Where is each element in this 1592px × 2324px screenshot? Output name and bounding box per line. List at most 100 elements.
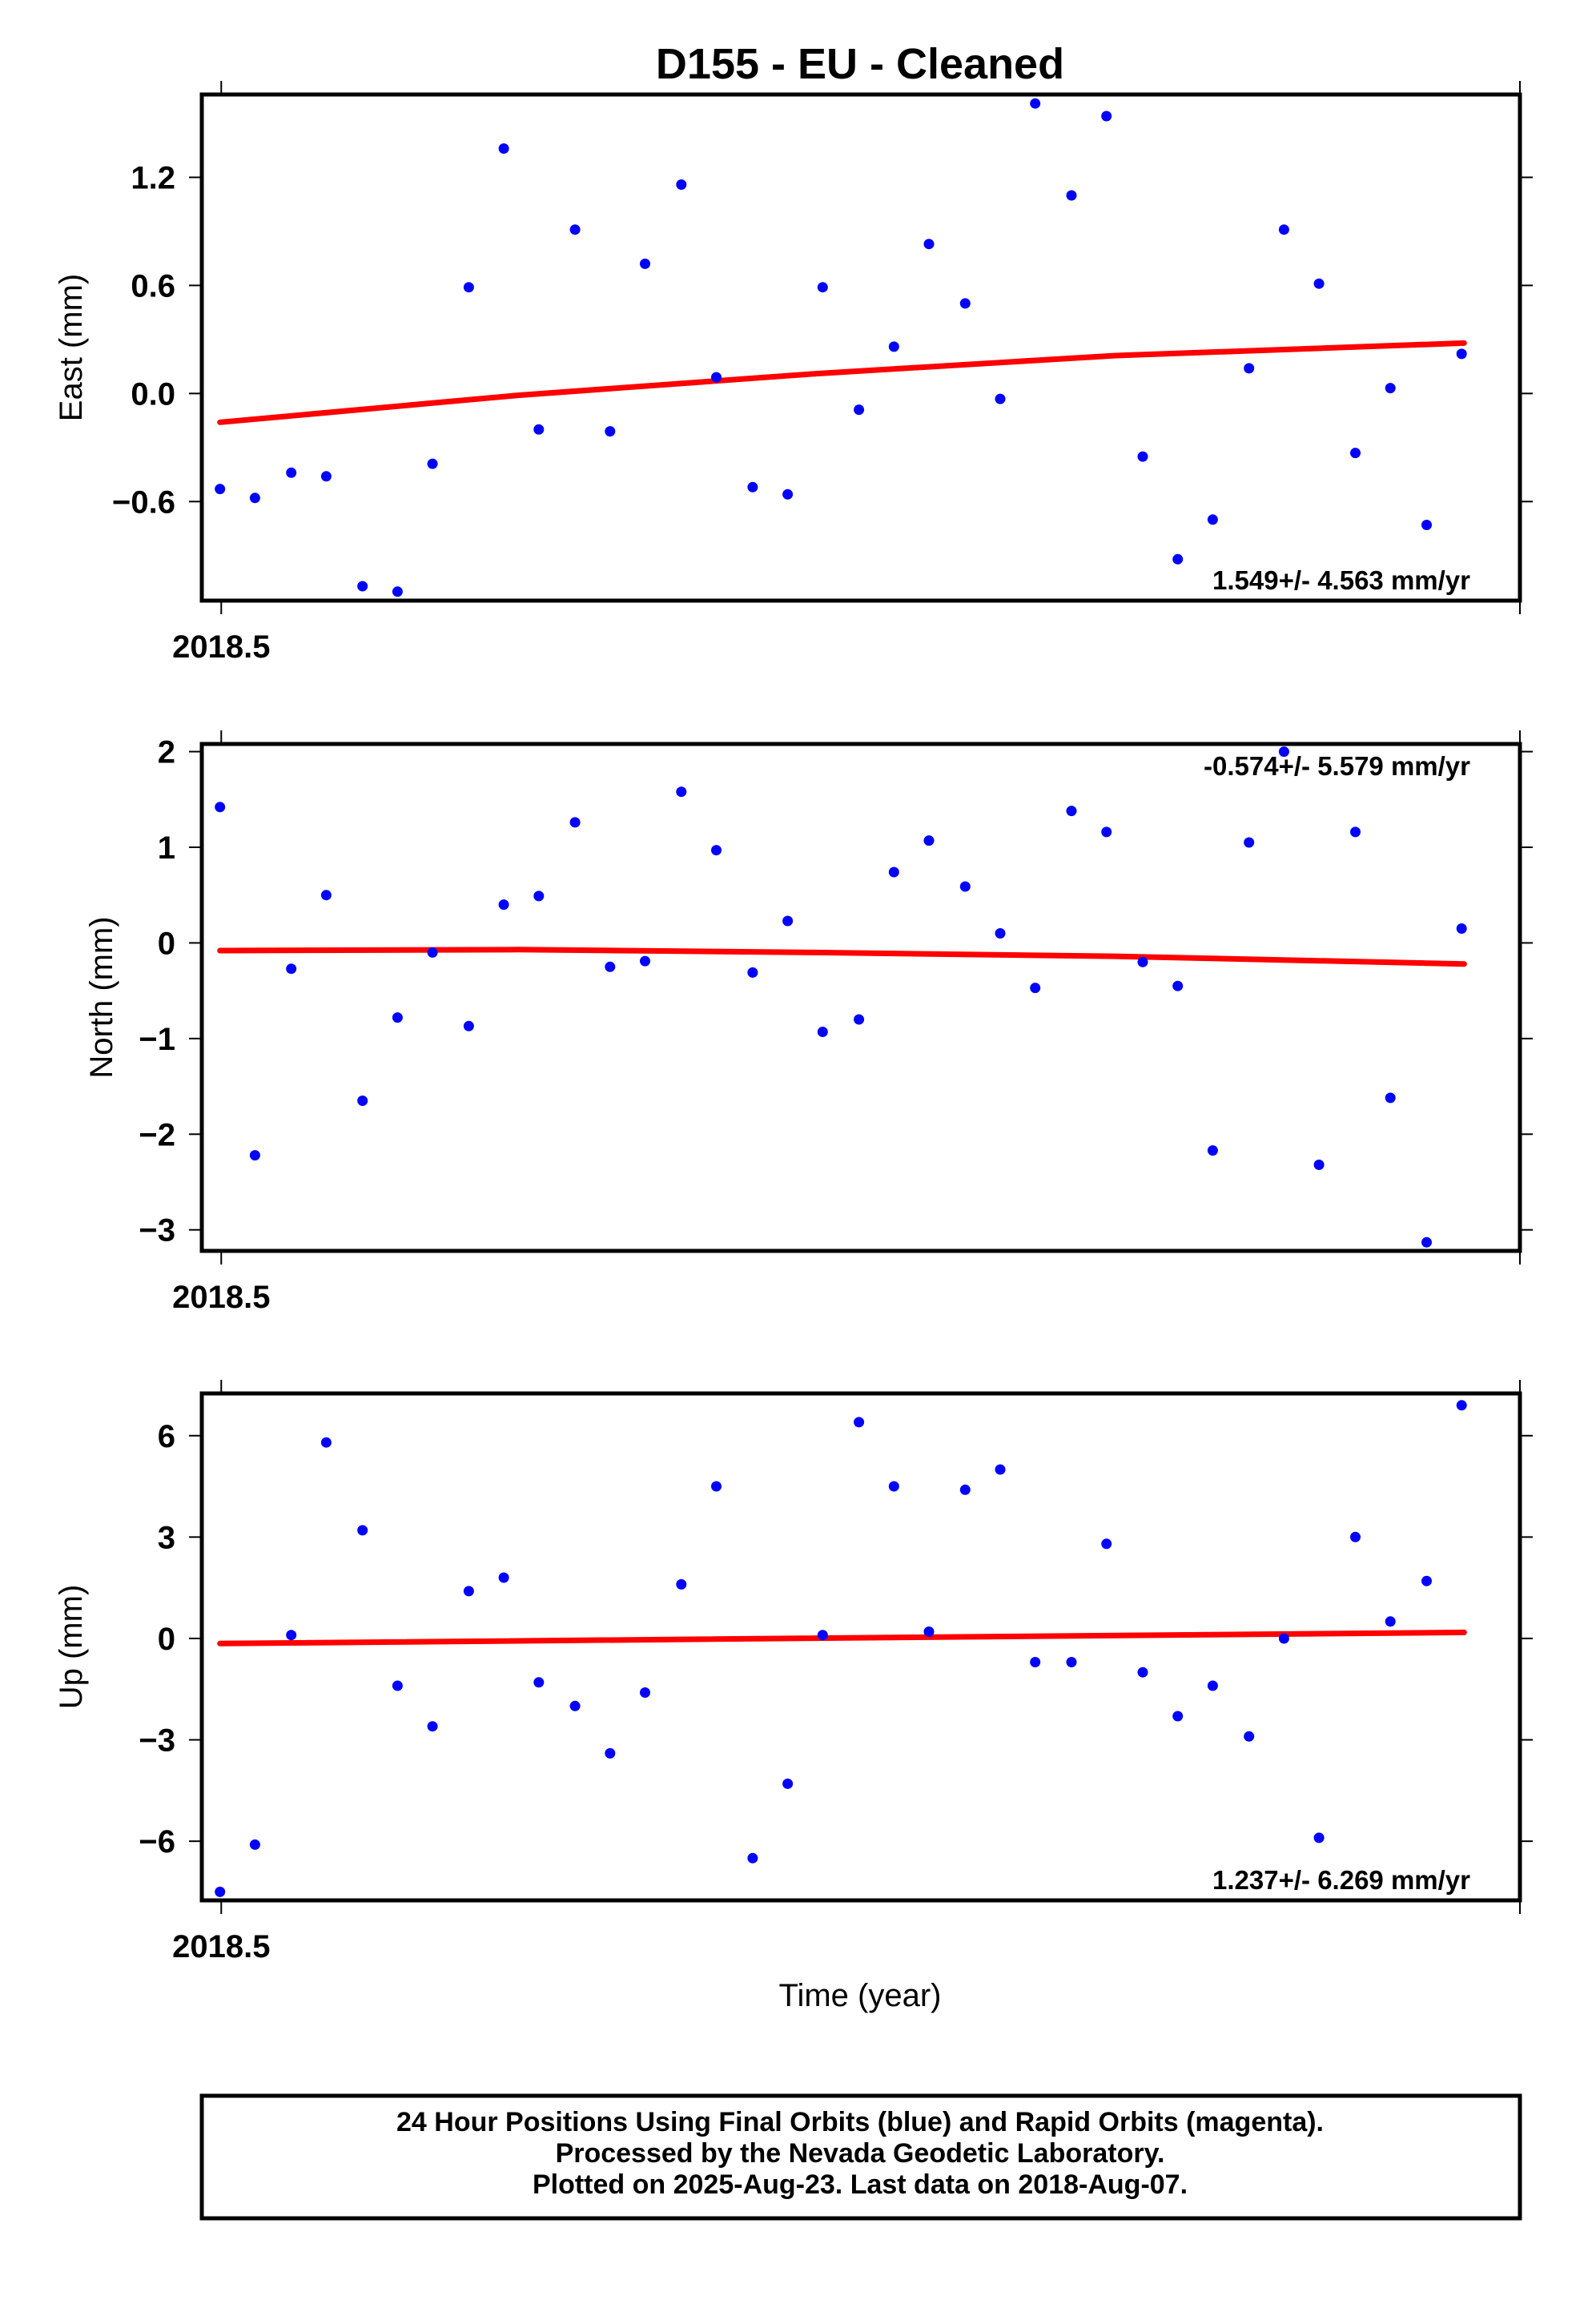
- trend-line: [217, 947, 1467, 967]
- data-point: [498, 899, 509, 911]
- data-point: [357, 581, 368, 592]
- data-point: [427, 1721, 438, 1732]
- data-point: [711, 372, 722, 383]
- plot-frame: [199, 742, 1522, 1253]
- data-point: [1101, 111, 1112, 122]
- data-point: [1172, 553, 1184, 565]
- trend-line: [217, 340, 1467, 425]
- data-point: [427, 947, 438, 958]
- data-point: [249, 493, 260, 504]
- data-point: [1244, 363, 1255, 374]
- data-point: [817, 1027, 828, 1037]
- data-point: [1066, 806, 1077, 817]
- data-point: [888, 866, 899, 878]
- data-point: [1101, 826, 1112, 838]
- data-point: [676, 786, 687, 798]
- rate-label: -0.574+/- 5.579 mm/yr: [1204, 751, 1470, 781]
- data-point: [605, 426, 616, 437]
- data-point: [533, 424, 545, 435]
- up-panel: −6 −3 0 3 6 2018.5 Up (mm) 1.237+/- 6.269 mm/yr: [54, 1380, 1533, 1964]
- data-point: [923, 1626, 935, 1637]
- data-point: [1456, 348, 1467, 360]
- data-point: [1385, 1092, 1396, 1104]
- x-tick-label: 2018.5: [172, 629, 270, 665]
- y-tick-label: 2: [158, 735, 175, 770]
- data-point: [1101, 1538, 1112, 1550]
- data-point: [1137, 956, 1148, 967]
- data-point: [427, 458, 438, 469]
- data-point: [215, 484, 226, 495]
- data-point: [392, 586, 403, 597]
- data-point: [817, 282, 828, 293]
- plot-frame: [199, 1391, 1522, 1903]
- data-point: [1421, 1236, 1432, 1248]
- data-point: [286, 467, 297, 478]
- x-axis-label: Time (year): [779, 1978, 942, 2013]
- east-panel: −0.6 0.0 0.6 1.2 2018.5 East (mm) 1.549+/- 4.5…: [54, 81, 1533, 665]
- y-axis-label: East (mm): [54, 274, 89, 421]
- data-point: [533, 1677, 545, 1688]
- footer-box: [199, 2093, 1522, 2221]
- data-point: [1456, 1400, 1467, 1411]
- y-tick-label: 1.2: [131, 160, 175, 195]
- data-point: [1066, 1657, 1077, 1667]
- footer-line-1: 24 Hour Positions Using Final Orbits (bl…: [396, 2107, 1324, 2137]
- data-point: [995, 393, 1006, 404]
- data-point: [747, 481, 758, 493]
- data-point: [782, 489, 794, 500]
- y-tick-label: −6: [139, 1824, 175, 1860]
- y-axis-label: Up (mm): [54, 1585, 89, 1710]
- data-point: [854, 404, 865, 416]
- y-tick-label: −2: [139, 1117, 175, 1152]
- data-point: [747, 967, 758, 978]
- y-tick-label: 0.6: [131, 268, 175, 304]
- data-point: [1207, 1680, 1218, 1691]
- data-point: [249, 1839, 260, 1850]
- x-tick-label: 2018.5: [172, 1929, 270, 1964]
- y-tick-label: −3: [139, 1723, 175, 1759]
- data-point: [1278, 1633, 1289, 1644]
- data-point: [854, 1014, 865, 1025]
- data-point: [463, 1020, 474, 1031]
- data-point: [569, 817, 581, 828]
- data-point: [1456, 923, 1467, 934]
- data-point: [1244, 1731, 1255, 1742]
- data-point: [995, 1464, 1006, 1475]
- data-point: [392, 1680, 403, 1691]
- data-point: [1137, 1667, 1148, 1678]
- data-point: [215, 802, 226, 813]
- data-point: [747, 1852, 758, 1864]
- y-tick-label: 3: [158, 1520, 175, 1555]
- data-point: [676, 179, 687, 190]
- footer-line-2: Processed by the Nevada Geodetic Laborat…: [556, 2138, 1165, 2169]
- chart-title: D155 - EU - Cleaned: [656, 40, 1064, 88]
- data-point: [1030, 1657, 1041, 1667]
- data-point: [463, 1586, 474, 1597]
- data-point: [1421, 1575, 1432, 1586]
- y-tick-label: −3: [139, 1213, 175, 1248]
- data-point: [1313, 1160, 1325, 1170]
- data-point: [711, 1481, 722, 1492]
- y-tick-label: 6: [158, 1419, 175, 1454]
- data-point: [215, 1886, 226, 1897]
- data-point: [640, 258, 650, 269]
- data-point: [249, 1150, 260, 1161]
- data-point: [1385, 1616, 1396, 1627]
- y-axis-label: North (mm): [84, 916, 119, 1078]
- north-panel: −3 −2 −1 0 1 2 2018.5 North (mm) -0.574+/- 5.579…: [84, 730, 1533, 1315]
- y-tick-label: 0: [158, 1622, 175, 1657]
- y-tick-label: −0.6: [112, 485, 175, 520]
- data-point: [320, 890, 332, 901]
- data-point: [605, 1747, 616, 1759]
- data-point: [1172, 1711, 1184, 1722]
- data-point: [320, 471, 332, 482]
- data-point: [1207, 514, 1218, 525]
- data-point: [959, 881, 971, 892]
- data-point: [1137, 451, 1148, 462]
- data-point: [498, 143, 509, 154]
- data-point: [782, 915, 794, 927]
- data-point: [569, 1700, 581, 1711]
- data-point: [817, 1630, 828, 1641]
- data-point: [1278, 746, 1289, 758]
